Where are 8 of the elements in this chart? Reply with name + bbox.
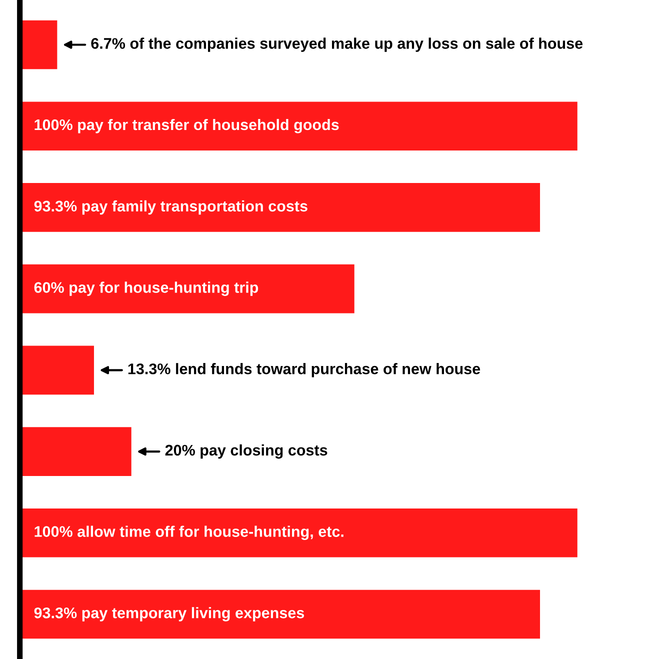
data-label: 20% pay closing costs [165, 444, 328, 459]
data-label: 6.7% of the companies surveyed make up any loss on sale of house [91, 38, 583, 52]
data-label: 93.3% pay family transportation costs [34, 200, 308, 215]
data-label: 100% pay for transfer of household goods [34, 118, 339, 134]
data-label: 60% pay for house-hunting trip [34, 282, 258, 296]
data-label: 100% allow time off for house-hunting, etc. [34, 526, 344, 540]
data-label: 13.3% lend funds toward purchase of new house [128, 363, 480, 378]
data-label: 93.3% pay temporary living expenses [34, 607, 304, 622]
